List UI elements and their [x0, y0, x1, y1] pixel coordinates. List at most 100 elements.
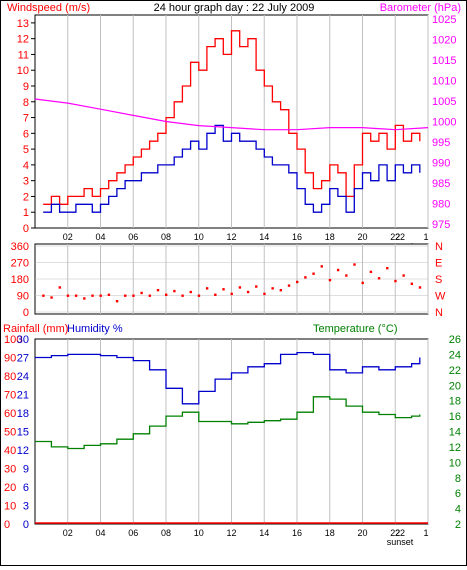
humidity-tick-label: 6: [23, 482, 29, 494]
top-x-tick-label: 02: [63, 232, 73, 242]
barometer-tick-label: 990: [432, 157, 450, 169]
barometer-tick-label: 1010: [432, 76, 456, 88]
humidity-axis-title: Humidity %: [67, 323, 123, 335]
direction-point: [418, 286, 422, 289]
direction-point: [287, 284, 291, 287]
windspeed-tick-label: 11: [18, 49, 29, 61]
direction-point: [263, 292, 266, 296]
direction-point: [173, 289, 176, 293]
top-x-tick-label: 18: [325, 232, 335, 242]
top-x-tick-label: 22: [395, 232, 405, 242]
bottom-x-tick-label: 14: [259, 528, 269, 538]
average-wind-series-line: [43, 124, 421, 213]
direction-point: [50, 296, 53, 299]
top-x-tick-label: 16: [292, 232, 302, 242]
direction-point: [230, 292, 233, 296]
compass-tick-label: W: [435, 291, 446, 303]
direction-point: [42, 294, 45, 297]
direction-tick-label: 90: [17, 291, 29, 303]
humidity-tick-label: 27: [17, 353, 29, 365]
direction-point: [246, 290, 250, 294]
top-x-tick-label: 1: [423, 232, 428, 242]
direction-point: [205, 287, 209, 290]
top-x-tick-label: 04: [95, 232, 105, 242]
rainfall-tick-label: 60: [4, 408, 16, 420]
top-x-tick-label: 10: [194, 232, 204, 242]
rainfall-tick-label: 100: [4, 334, 22, 346]
direction-point: [394, 279, 397, 283]
windspeed-tick-label: 9: [23, 81, 29, 93]
direction-point: [238, 286, 242, 289]
bottom-x-tick-label: 08: [161, 528, 171, 538]
windspeed-tick-label: 12: [17, 34, 29, 46]
windspeed-tick-label: 6: [23, 128, 29, 140]
temperature-tick-label: 2: [455, 519, 461, 531]
temperature-series-line: [35, 396, 421, 450]
direction-point: [107, 293, 111, 296]
direction-point: [91, 294, 94, 297]
humidity-tick-label: 15: [17, 427, 29, 439]
gust-series-line: [43, 30, 421, 205]
windspeed-tick-label: 0: [23, 223, 29, 235]
direction-point: [214, 293, 217, 296]
temperature-tick-label: 26: [449, 334, 461, 346]
top-x-tick-label: 12: [226, 232, 236, 242]
barometer-tick-label: 985: [432, 178, 450, 190]
humidity-tick-label: 3: [23, 501, 29, 513]
rainfall-tick-label: 10: [4, 501, 16, 513]
humidity-tick-label: 9: [23, 464, 29, 476]
direction-point: [58, 286, 61, 289]
barometer-tick-label: 1015: [432, 55, 456, 67]
top-x-tick-label: 06: [128, 232, 138, 242]
direction-point: [115, 300, 119, 303]
top-x-tick-label: 08: [161, 232, 171, 242]
temperature-tick-label: 10: [449, 457, 461, 469]
bottom-x-tick-label: 06: [128, 528, 138, 538]
humidity-series-line: [35, 351, 421, 405]
humidity-tick-label: 0: [23, 519, 29, 531]
direction-point: [369, 270, 373, 274]
temperature-tick-label: 16: [449, 411, 461, 423]
direction-point: [148, 294, 152, 297]
windspeed-tick-label: 1: [23, 207, 29, 219]
direction-tick-label: 0: [23, 307, 29, 319]
rainfall-tick-label: 0: [4, 519, 10, 531]
bottom-x-tick-label: 12: [226, 528, 236, 538]
direction-point: [156, 289, 160, 292]
temperature-tick-label: 22: [449, 365, 461, 377]
direction-point: [66, 294, 70, 297]
direction-point: [181, 294, 184, 297]
chart-title: 24 hour graph day : 22 July 2009: [154, 2, 315, 14]
bottom-x-tick-label: 18: [325, 528, 335, 538]
windspeed-tick-label: 5: [23, 144, 29, 156]
direction-point: [304, 276, 307, 279]
barometer-tick-label: 1005: [432, 96, 456, 108]
temperature-tick-label: 6: [455, 488, 461, 500]
rain-humidity-temperature-chart: Rainfall (mm) Humidity % Temperature (°C…: [3, 323, 461, 547]
rainfall-tick-label: 40: [4, 445, 16, 457]
direction-point: [328, 278, 332, 282]
top-x-tick-label: 22: [390, 232, 400, 242]
direction-point: [99, 294, 102, 297]
sunset-label: sunset: [387, 537, 414, 547]
barometer-tick-label: 995: [432, 137, 450, 149]
direction-point: [320, 265, 323, 268]
direction-point: [222, 288, 225, 291]
barometer-tick-label: 1020: [432, 35, 456, 47]
windspeed-tick-label: 7: [23, 113, 29, 125]
direction-tick-label: 270: [11, 258, 29, 270]
direction-point: [386, 267, 389, 270]
windspeed-tick-label: 3: [23, 176, 29, 188]
direction-point: [140, 291, 143, 295]
direction-point: [271, 287, 274, 290]
bottom-x-tick-label: 10: [194, 528, 204, 538]
rainfall-axis-title: Rainfall (mm): [3, 323, 68, 335]
direction-point: [312, 272, 315, 275]
temperature-tick-label: 8: [455, 473, 461, 485]
wind-barometer-chart: Windspeed (m/s) 24 hour graph day : 22 J…: [7, 2, 461, 251]
windspeed-tick-label: 13: [17, 18, 29, 30]
direction-point: [402, 274, 405, 277]
humidity-tick-label: 24: [17, 371, 29, 383]
